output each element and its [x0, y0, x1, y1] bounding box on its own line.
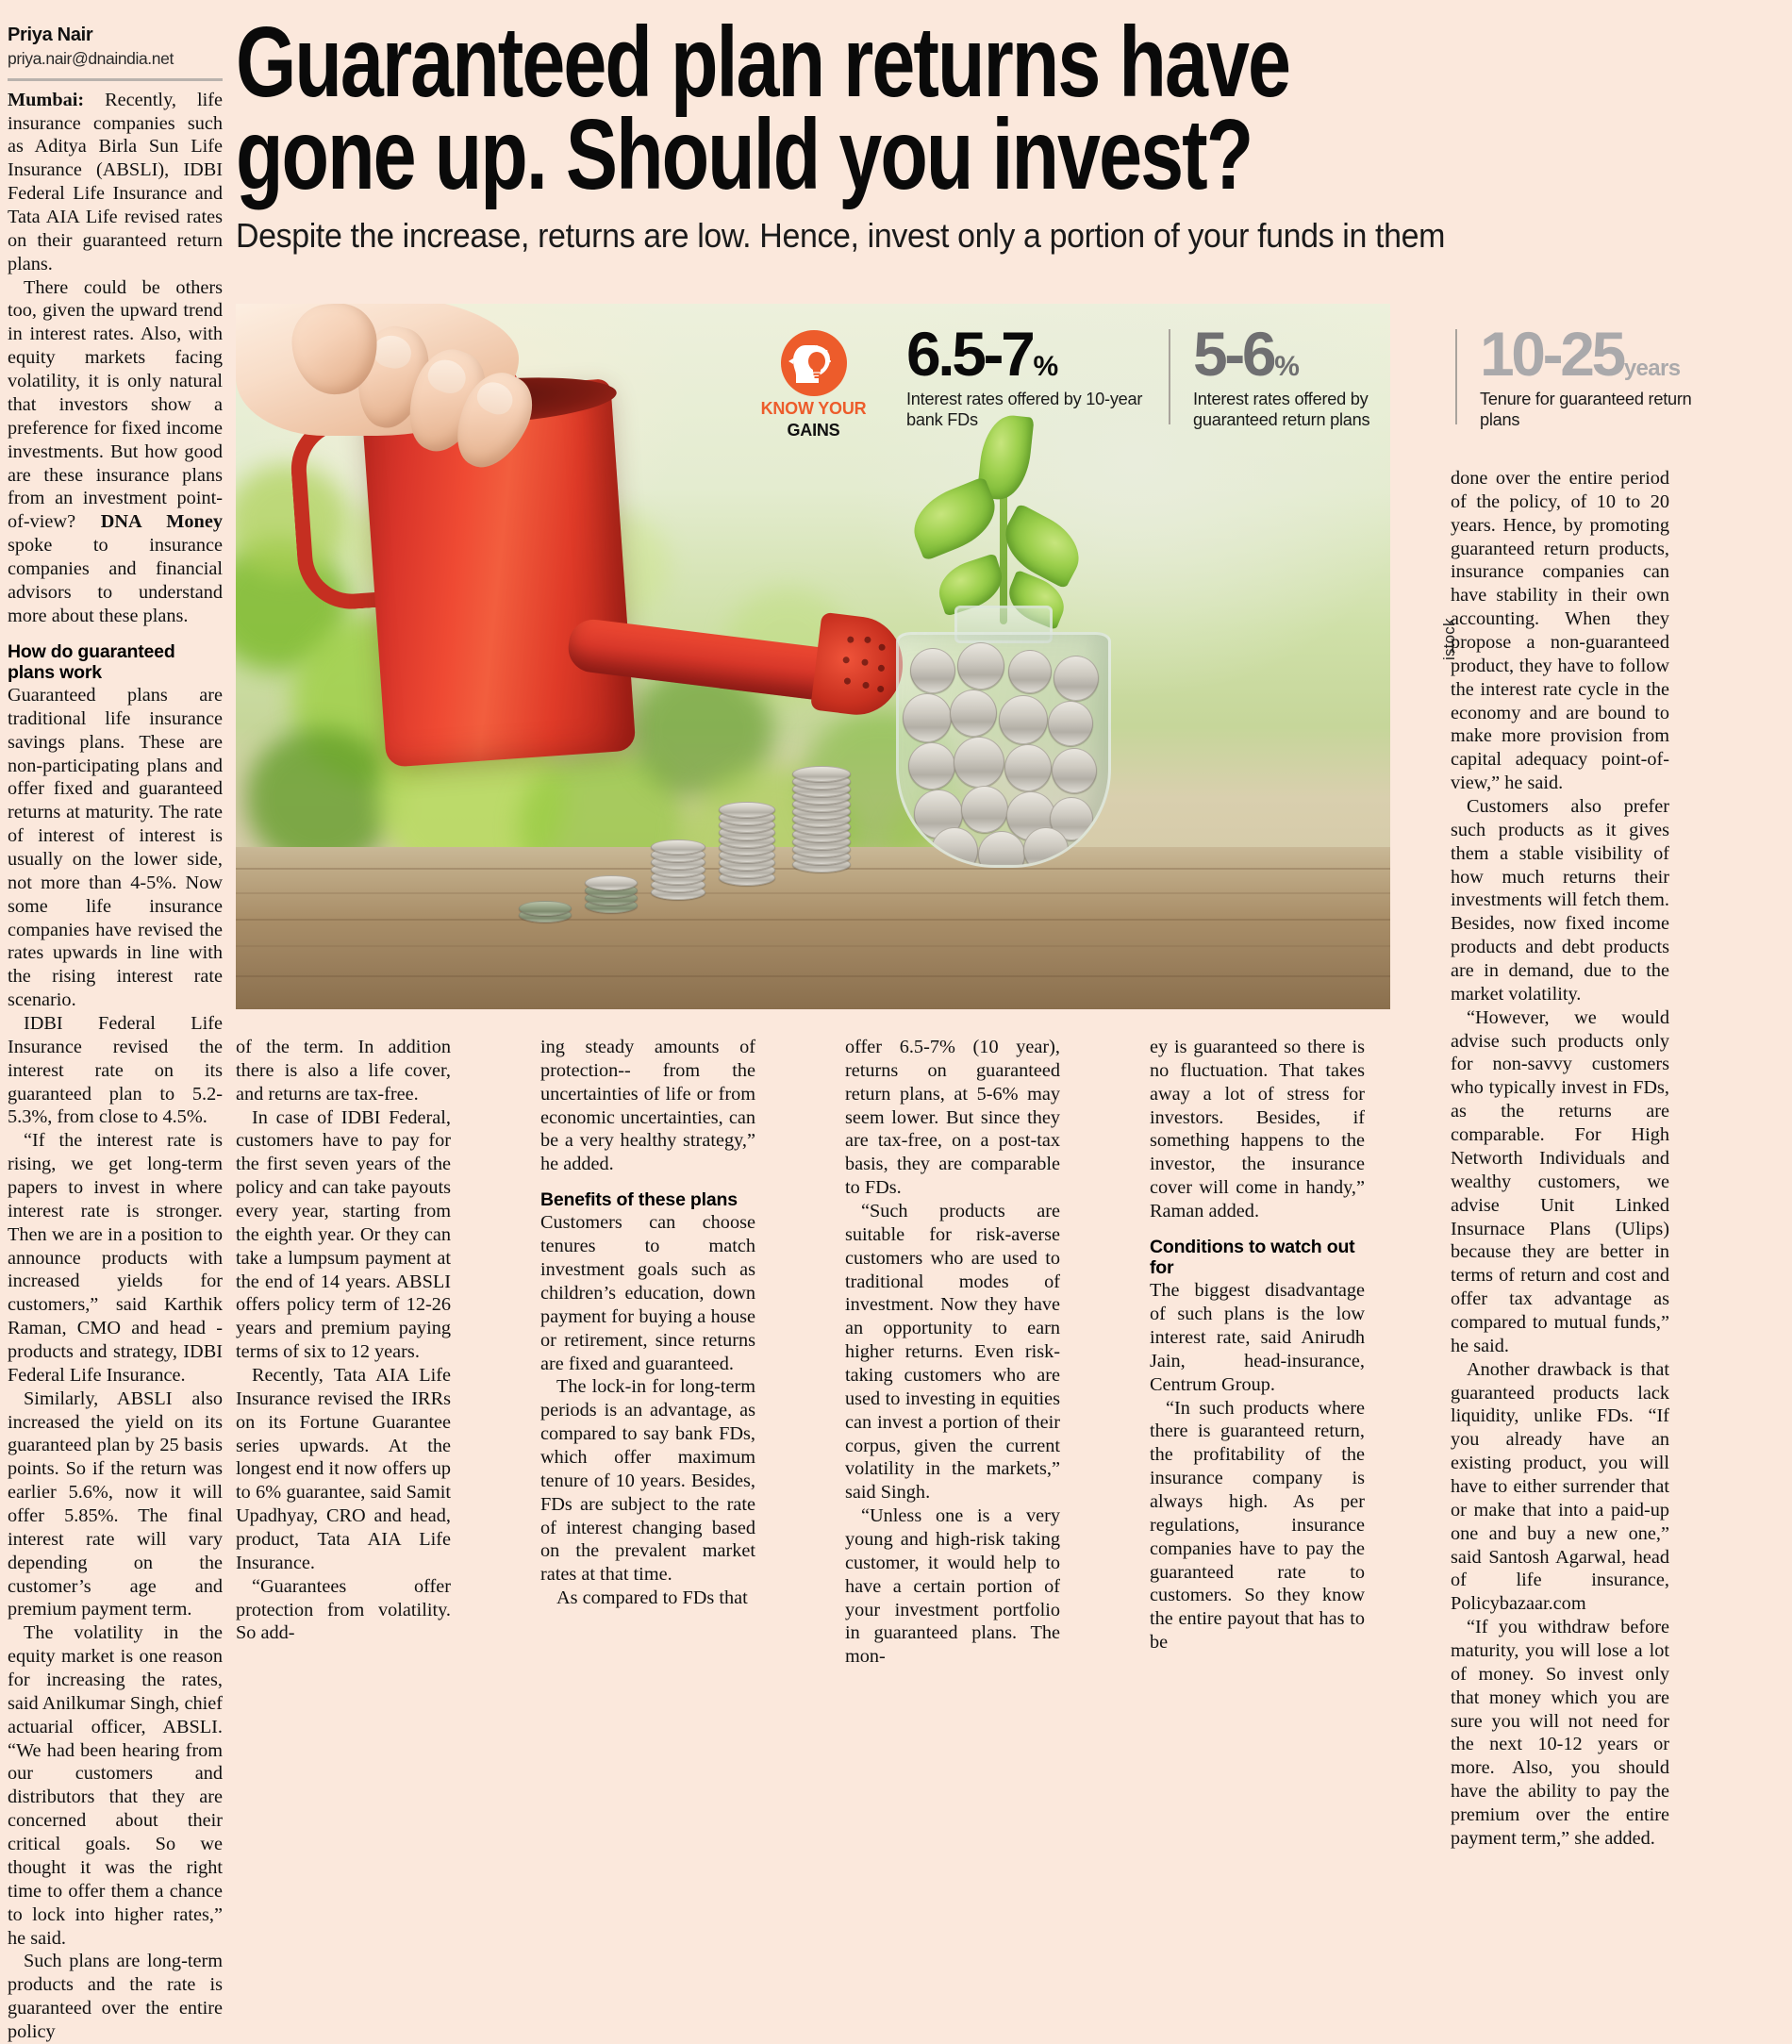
- stat-caption: Tenure for guaranteed return plans: [1480, 389, 1692, 429]
- subheadline: Despite the increase, returns are low. H…: [236, 216, 1446, 256]
- column-5: ey is guaranteed so there is no fluctuat…: [1150, 1036, 1365, 1669]
- byline: Priya Nair priya.nair@dnaindia.net: [8, 25, 223, 70]
- know-your-gains-line-2: GAINS: [787, 420, 840, 440]
- stat-value: 5-6: [1193, 319, 1277, 389]
- article-photo: [236, 304, 1390, 1009]
- headline-line-1: Guaranteed plan returns have: [236, 7, 1291, 118]
- column-2: of the term. In addition there is also a…: [236, 1036, 451, 1669]
- paragraph: “If you withdraw before maturity, you wi…: [1451, 1617, 1669, 1849]
- column-3-body: Customers can choose tenures to match in…: [540, 1211, 755, 1610]
- headline-line-2: gone up. Should you invest?: [236, 98, 1253, 210]
- paragraph: The lock-in for long-term periods is an …: [540, 1376, 755, 1586]
- column-1-intro: Mumbai: Recently, life insurance compani…: [8, 89, 223, 628]
- paragraph: IDBI Federal Life Insurance revised the …: [8, 1012, 223, 1128]
- paragraph: done over the entire period of the polic…: [1451, 468, 1669, 794]
- stat-caption: Interest rates offered by guaranteed ret…: [1193, 389, 1370, 429]
- paragraph: Another drawback is that guaranteed prod…: [1451, 1358, 1669, 1615]
- column-2-body: of the term. In addition there is also a…: [236, 1036, 451, 1645]
- paragraph: of the term. In addition there is also a…: [236, 1037, 451, 1105]
- paragraph: Mumbai: Recently, life insurance compani…: [8, 89, 223, 274]
- left-sidebar-column: Priya Nair priya.nair@dnaindia.net Mumba…: [8, 25, 223, 2042]
- paragraph: Such plans are long-term products and th…: [8, 1951, 223, 2042]
- paragraph: “If the interest rate is rising, we get …: [8, 1130, 223, 1386]
- column-4: offer 6.5-7% (10 year), returns on guara…: [845, 1036, 1060, 1669]
- paragraph: “However, we would advise such products …: [1451, 1006, 1669, 1356]
- paragraph: There could be others too, given the upw…: [8, 276, 223, 626]
- column-6-spacer: [1454, 1036, 1669, 1669]
- paragraph: Guaranteed plans are traditional life in…: [8, 684, 223, 1011]
- paragraph: “Such products are suitable for risk-ave…: [845, 1201, 1060, 1504]
- right-column: done over the entire period of the polic…: [1451, 467, 1669, 1851]
- head-lightbulb-icon: [780, 330, 847, 396]
- stat-caption: Interest rates offered by 10-year bank F…: [906, 389, 1143, 429]
- column-6-body: done over the entire period of the polic…: [1451, 467, 1669, 1851]
- stat-unit: %: [1274, 351, 1300, 382]
- column-3: ing steady amounts of protection-- from …: [540, 1036, 755, 1669]
- stat-bank-fd-rate: 6.5-7% Interest rates offered by 10-year…: [882, 319, 1169, 430]
- column-5-body: The biggest disadvantage of such plans i…: [1150, 1279, 1365, 1654]
- hand: [236, 304, 575, 511]
- section-heading-conditions: Conditions to watch out for: [1150, 1236, 1355, 1279]
- byline-divider: [8, 77, 223, 81]
- stat-unit: years: [1623, 356, 1681, 381]
- money-jar: [896, 632, 1111, 868]
- paragraph: “In such products where there is guarant…: [1150, 1397, 1365, 1653]
- byline-author-email: priya.nair@dnaindia.net: [8, 49, 174, 68]
- stat-tenure: 10-25 years Tenure for guaranteed return …: [1455, 319, 1742, 430]
- bottom-columns: of the term. In addition there is also a…: [236, 1036, 1669, 1669]
- paragraph: ey is guaranteed so there is no fluctuat…: [1150, 1037, 1365, 1222]
- paragraph: The biggest disadvantage of such plans i…: [1150, 1280, 1365, 1395]
- column-4-body: offer 6.5-7% (10 year), returns on guara…: [845, 1036, 1060, 1669]
- column-1-body: Guaranteed plans are traditional life in…: [8, 684, 223, 2044]
- paragraph: In case of IDBI Federal, customers have …: [236, 1106, 451, 1363]
- section-heading-benefits: Benefits of these plans: [540, 1189, 738, 1211]
- paragraph: As compared to FDs that: [556, 1587, 748, 1609]
- stat-guaranteed-plan-rate: 5-6% Interest rates offered by guarantee…: [1169, 319, 1455, 430]
- paragraph: “Unless one is a very young and high-ris…: [845, 1505, 1060, 1668]
- paragraph: Similarly, ABSLI also increased the yiel…: [8, 1388, 223, 1620]
- stat-value: 10-25: [1480, 319, 1626, 389]
- paragraph: “Guarantees offer protection from volati…: [236, 1575, 451, 1644]
- column-3-intro: ing steady amounts of protection-- from …: [540, 1036, 755, 1176]
- paragraph: Recently, Tata AIA Life Insurance revise…: [236, 1365, 451, 1573]
- section-heading-how-plans-work: How do guaranteed plans work: [8, 640, 175, 683]
- paragraph: Customers can choose tenures to match in…: [540, 1212, 755, 1374]
- paragraph: offer 6.5-7% (10 year), returns on guara…: [845, 1037, 1060, 1199]
- paragraph: The volatility in the equity market is o…: [8, 1622, 223, 1949]
- stat-unit: %: [1033, 351, 1058, 382]
- byline-author-name: Priya Nair: [8, 25, 93, 45]
- column-5-intro: ey is guaranteed so there is no fluctuat…: [1150, 1036, 1365, 1223]
- know-your-gains-badge: KNOW YOUR GAINS: [745, 325, 882, 439]
- know-your-gains-line-1: KNOW YOUR: [760, 399, 867, 418]
- paragraph: Customers also prefer such products as i…: [1451, 796, 1669, 1005]
- infographic-stats-band: KNOW YOUR GAINS 6.5-7% Interest rates of…: [745, 319, 1787, 448]
- paragraph: ing steady amounts of protection-- from …: [540, 1037, 755, 1175]
- headline-block: Guaranteed plan returns have gone up. Sh…: [236, 7, 1787, 256]
- photo-table-surface: [236, 847, 1390, 1009]
- stat-value: 6.5-7: [906, 319, 1036, 389]
